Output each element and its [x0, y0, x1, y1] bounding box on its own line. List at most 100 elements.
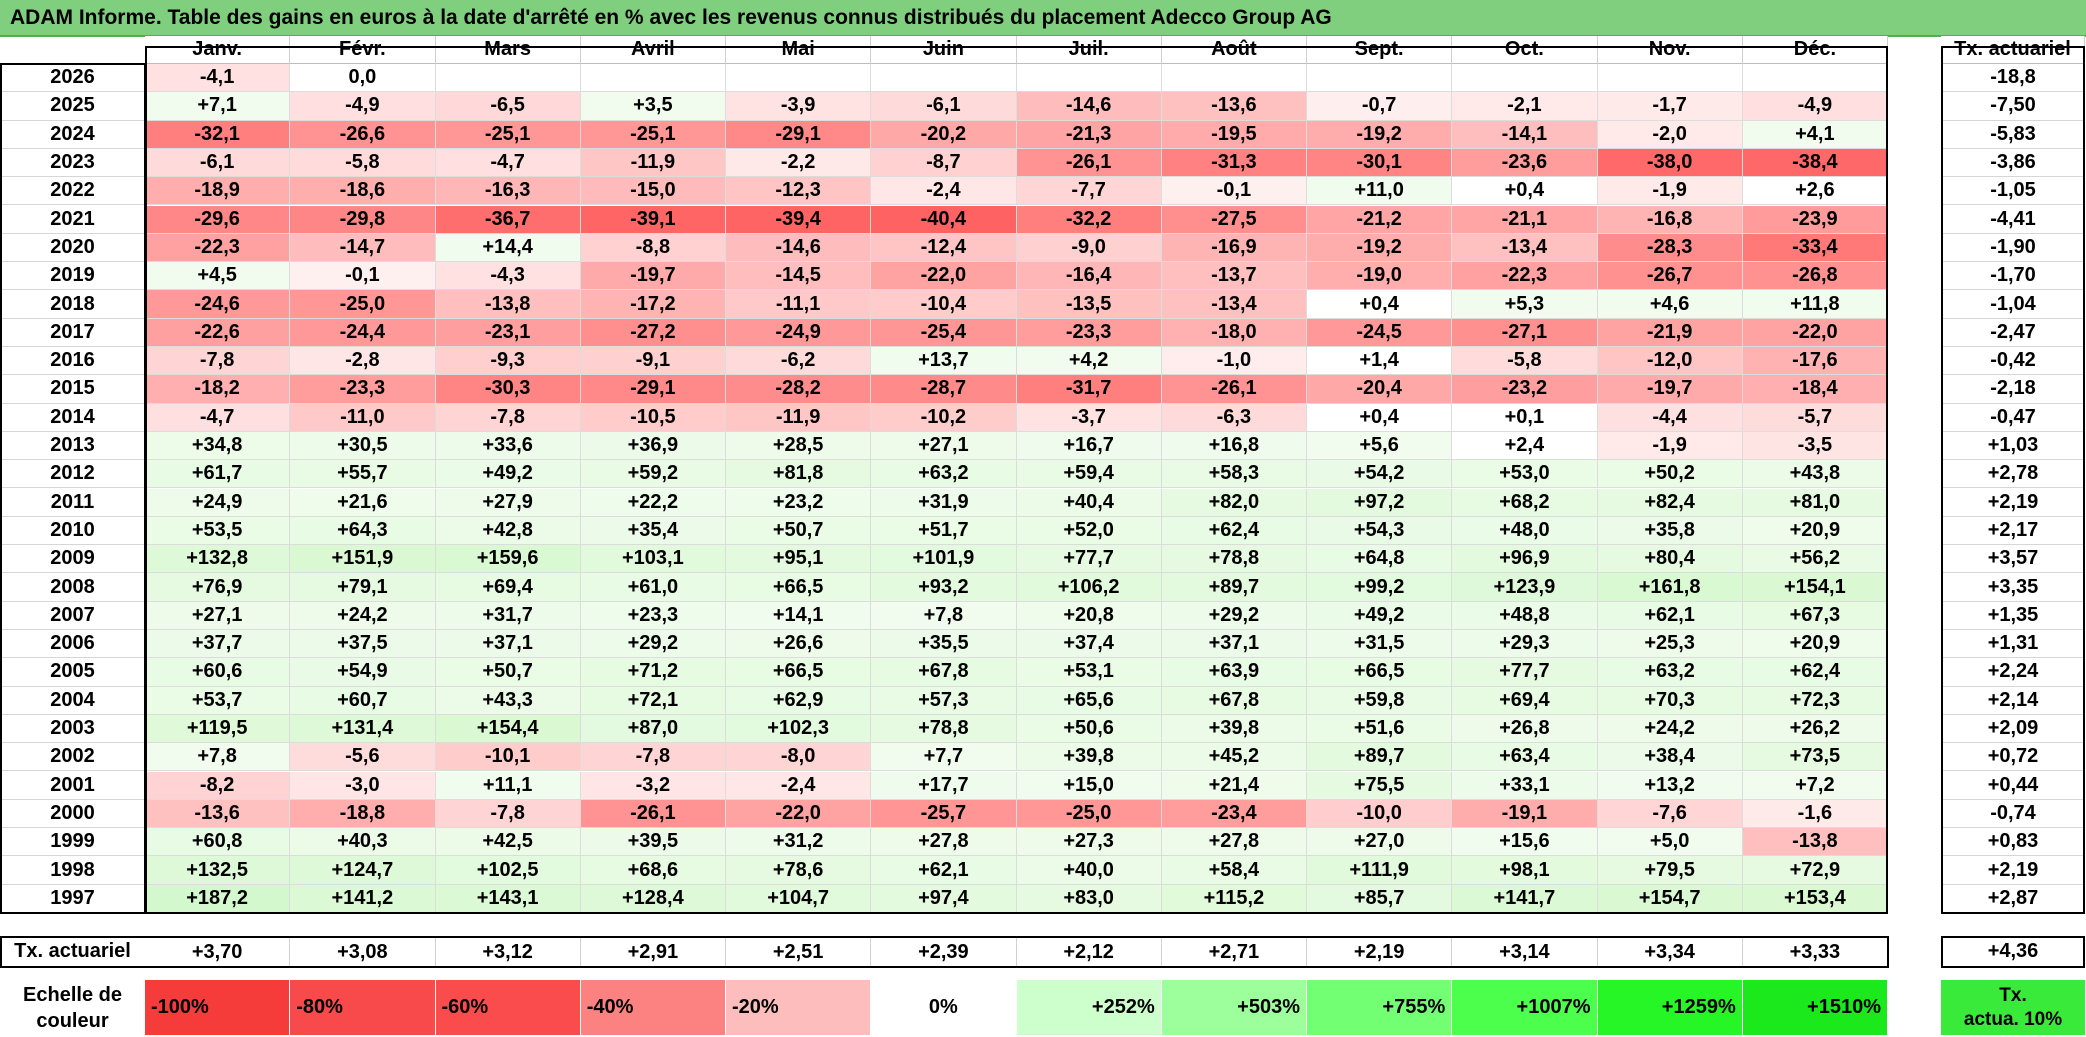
table-cell: +1,4 — [1307, 347, 1453, 376]
table-cell: -39,4 — [726, 205, 872, 234]
table-cell: +73,5 — [1742, 743, 1888, 772]
table-cell: +77,7 — [1016, 545, 1162, 574]
table-cell: +27,9 — [435, 488, 581, 517]
rate-cell-2006: +1,31 — [1941, 630, 2085, 659]
table-cell: +53,0 — [1452, 460, 1598, 489]
table-cell: -8,7 — [871, 148, 1017, 178]
table-cell: -20,4 — [1307, 375, 1453, 404]
table-cell: +78,8 — [1161, 545, 1307, 574]
table-cell: +54,2 — [1307, 460, 1453, 489]
table-cell: -18,4 — [1742, 375, 1888, 404]
table-cell: +27,1 — [871, 431, 1017, 461]
table-cell: +50,6 — [1016, 714, 1162, 744]
color-scale-swatch: -60% — [435, 980, 581, 1035]
table-cell: -9,3 — [435, 347, 581, 376]
title-bar: ADAM Informe. Table des gains en euros à… — [0, 0, 2086, 37]
table-cell: -18,9 — [145, 177, 291, 206]
table-cell: -7,8 — [580, 743, 726, 772]
table-cell: +61,0 — [580, 573, 726, 602]
rate-cell-1997: +2,87 — [1941, 884, 2085, 913]
rate-cell-2023: -3,86 — [1941, 148, 2085, 178]
table-cell: -2,4 — [726, 771, 872, 800]
table-cell: +24,2 — [290, 601, 436, 630]
footer-rate-cell: +3,34 — [1597, 937, 1743, 967]
table-cell: +79,1 — [290, 573, 436, 602]
table-cell: +119,5 — [145, 714, 291, 744]
table-cell: -1,0 — [1161, 347, 1307, 376]
rate-cell-2001: +0,44 — [1941, 771, 2085, 800]
table-cell: -3,5 — [1742, 431, 1888, 461]
table-cell: +31,7 — [435, 601, 581, 630]
table-cell: +14,1 — [726, 601, 872, 630]
table-cell: +128,4 — [580, 884, 726, 913]
table-cell: +4,5 — [145, 262, 291, 291]
table-cell: +106,2 — [1016, 573, 1162, 602]
table-cell: +69,4 — [1452, 686, 1598, 715]
rate-scale-box: Tx. actua. 10% — [1941, 980, 2085, 1035]
table-cell: -26,7 — [1597, 262, 1743, 291]
table-cell: +123,9 — [1452, 573, 1598, 602]
table-cell: -21,2 — [1307, 205, 1453, 234]
table-cell: -7,8 — [435, 403, 581, 432]
table-cell: +97,4 — [871, 884, 1017, 913]
table-cell: +124,7 — [290, 856, 436, 885]
table-cell: -28,3 — [1597, 233, 1743, 263]
table-cell: +60,6 — [145, 658, 291, 687]
month-header-6: Juin — [871, 36, 1017, 64]
table-cell: +45,2 — [1161, 743, 1307, 772]
table-cell: -18,6 — [290, 177, 436, 206]
table-cell: +7,2 — [1742, 771, 1888, 800]
table-cell: +38,4 — [1597, 743, 1743, 772]
table-cell: +132,8 — [145, 545, 291, 574]
table-cell: -19,2 — [1307, 233, 1453, 263]
table-cell: +63,4 — [1452, 743, 1598, 772]
month-header-12: Déc. — [1742, 36, 1888, 64]
table-cell: +143,1 — [435, 884, 581, 913]
table-cell: -1,9 — [1597, 177, 1743, 206]
rate-cell-2022: -1,05 — [1941, 177, 2085, 206]
table-cell: +82,0 — [1161, 488, 1307, 517]
table-cell: +27,0 — [1307, 828, 1453, 857]
table-cell: -31,3 — [1161, 148, 1307, 178]
table-cell: -25,0 — [1016, 799, 1162, 829]
table-cell: +131,4 — [290, 714, 436, 744]
table-cell: -9,1 — [580, 347, 726, 376]
table-cell: -29,1 — [726, 120, 872, 149]
table-cell: +63,9 — [1161, 658, 1307, 687]
rate-cell-2009: +3,57 — [1941, 545, 2085, 574]
table-cell: +75,5 — [1307, 771, 1453, 800]
table-cell: +35,4 — [580, 516, 726, 546]
table-cell: -17,6 — [1742, 347, 1888, 376]
rate-cell-2012: +2,78 — [1941, 460, 2085, 489]
table-cell: -23,3 — [290, 375, 436, 404]
table-cell: +15,0 — [1016, 771, 1162, 800]
table-cell: +33,1 — [1452, 771, 1598, 800]
rate-cell-2007: +1,35 — [1941, 601, 2085, 630]
table-cell: -10,2 — [871, 403, 1017, 432]
color-scale-label-line1: Echelle de — [23, 983, 122, 1006]
table-cell: +89,7 — [1161, 573, 1307, 602]
table-cell: +70,3 — [1597, 686, 1743, 715]
table-cell: -5,6 — [290, 743, 436, 772]
table-cell: -4,7 — [435, 148, 581, 178]
table-cell: +15,6 — [1452, 828, 1598, 857]
table-cell: -18,0 — [1161, 318, 1307, 347]
table-cell: -21,1 — [1452, 205, 1598, 234]
table-cell: -21,3 — [1016, 120, 1162, 149]
table-cell: +72,3 — [1742, 686, 1888, 715]
table-cell: +87,0 — [580, 714, 726, 744]
rate-cell-2000: -0,74 — [1941, 799, 2085, 829]
table-cell: +89,7 — [1307, 743, 1453, 772]
year-label-2020: 2020 — [0, 233, 145, 263]
table-cell: -14,7 — [290, 233, 436, 263]
table-cell: +50,7 — [435, 658, 581, 687]
table-cell: +53,7 — [145, 686, 291, 715]
table-cell: -27,1 — [1452, 318, 1598, 347]
color-scale-swatch: -80% — [290, 980, 436, 1035]
table-cell: +82,4 — [1597, 488, 1743, 517]
table-cell: +29,2 — [580, 630, 726, 659]
table-cell: +65,6 — [1016, 686, 1162, 715]
table-cell: -6,1 — [145, 148, 291, 178]
rate-cell-2011: +2,19 — [1941, 488, 2085, 517]
table-cell: -22,6 — [145, 318, 291, 347]
